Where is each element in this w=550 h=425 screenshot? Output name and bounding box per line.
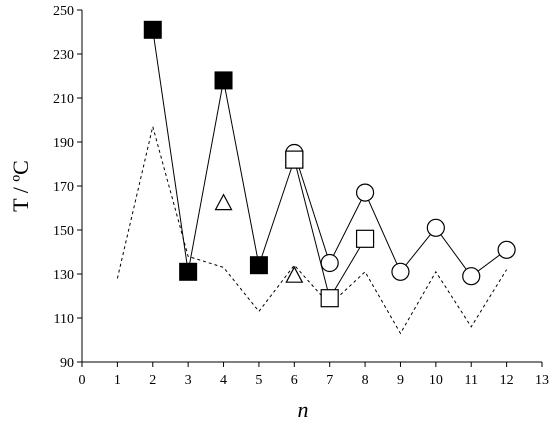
- y-tick-label: 230: [53, 48, 74, 63]
- data-point-open-square: [320, 289, 339, 308]
- data-point-open-circle: [462, 267, 481, 286]
- x-tick-label: 1: [114, 373, 121, 388]
- data-point-open-triangle: [285, 265, 304, 283]
- y-tick-label: 90: [60, 356, 74, 371]
- data-point-open-circle: [320, 253, 339, 273]
- x-tick-label: 13: [535, 373, 549, 388]
- y-tick-label: 110: [54, 312, 74, 327]
- series-filled-square: [143, 20, 304, 281]
- series-open-circle: [285, 143, 516, 286]
- x-tick-label: 8: [362, 373, 369, 388]
- y-axis-title: T / ºC: [8, 160, 33, 212]
- x-tick-label: 10: [429, 373, 443, 388]
- series-none: [116, 126, 508, 335]
- data-point-filled-square: [179, 262, 198, 281]
- y-tick-label: 210: [53, 92, 74, 107]
- x-axis-title: n: [298, 397, 309, 422]
- x-tick-label: 6: [291, 373, 298, 388]
- y-tick-label: 170: [53, 180, 74, 195]
- series-open-triangle: [214, 193, 304, 283]
- data-point-open-square: [285, 150, 304, 169]
- dashed-line: [116, 126, 508, 335]
- x-tick-label: 9: [397, 373, 404, 388]
- data-point-filled-square: [143, 20, 162, 39]
- y-tick-label: 250: [53, 4, 74, 19]
- data-point-open-circle: [497, 240, 516, 259]
- series-open-square: [285, 150, 375, 308]
- x-tick-label: 11: [464, 373, 477, 388]
- x-tick-label: 3: [185, 373, 192, 388]
- x-tick-label: 12: [500, 373, 514, 388]
- x-tick-label: 7: [326, 373, 333, 388]
- data-point-open-circle: [355, 183, 375, 202]
- x-tick-label: 0: [79, 373, 86, 388]
- x-tick-label: 4: [220, 373, 227, 388]
- x-tick-label: 2: [149, 373, 156, 388]
- series-line: [152, 29, 295, 272]
- y-tick-label: 190: [53, 136, 74, 151]
- data-point-filled-square: [249, 256, 268, 275]
- data-point-open-square: [355, 229, 375, 248]
- series-layer: [116, 20, 516, 335]
- data-point-open-circle: [426, 218, 445, 237]
- data-point-open-circle: [391, 262, 410, 281]
- y-tick-label: 150: [53, 224, 74, 239]
- data-point-open-triangle: [214, 193, 233, 211]
- y-tick-label: 130: [53, 268, 74, 283]
- data-point-filled-square: [214, 71, 233, 90]
- x-tick-label: 5: [255, 373, 262, 388]
